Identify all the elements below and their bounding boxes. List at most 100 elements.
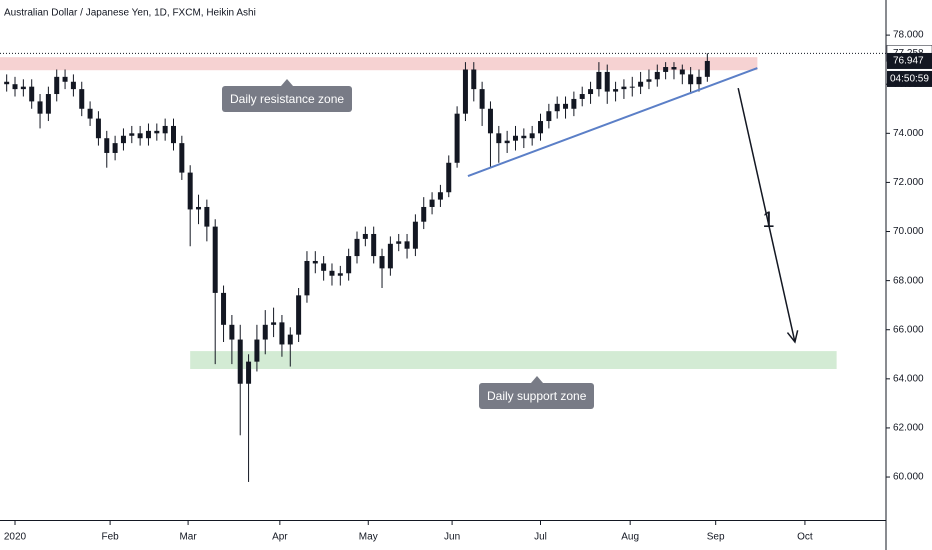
candle-body: [45, 94, 51, 114]
countdown-box: [887, 70, 932, 87]
candle-body: [296, 295, 302, 335]
candle-body: [95, 118, 101, 139]
candle-body: [212, 226, 218, 293]
candle-body: [654, 71, 660, 80]
candle-body: [621, 86, 627, 90]
candle-body: [337, 273, 343, 276]
candle-body: [346, 256, 352, 274]
candle-body: [271, 322, 277, 325]
arrow: [737, 87, 796, 343]
candle-body: [704, 60, 710, 77]
candle-body: [62, 76, 68, 82]
candle-body: [104, 138, 110, 153]
candle-body: [646, 79, 652, 82]
candle-body: [204, 206, 210, 227]
candles: [4, 53, 710, 482]
countdown-label: 04:50:59: [890, 74, 929, 85]
candle-body: [588, 89, 594, 95]
candle-body: [596, 71, 602, 90]
candle-body: [404, 241, 410, 249]
candle-body: [54, 76, 60, 95]
candle-body: [696, 76, 702, 85]
x-tick-label: Sep: [707, 532, 725, 543]
candle-body: [246, 361, 252, 384]
x-tick-label: Feb: [101, 532, 119, 543]
candle-body: [571, 98, 577, 109]
candle-body: [12, 84, 18, 90]
candle-body: [70, 81, 76, 90]
support-zone: [190, 351, 837, 370]
x-tick-label: Oct: [797, 532, 813, 543]
candle-body: [546, 111, 552, 122]
last-price-label: 76.947: [893, 56, 924, 67]
candle-body: [329, 270, 335, 276]
candle-body: [396, 241, 402, 244]
candle-body: [321, 263, 327, 271]
candle-body: [462, 69, 468, 114]
candle-body: [379, 256, 385, 269]
candle-body: [29, 86, 35, 102]
y-tick-label: 72.000: [893, 177, 924, 188]
candle-body: [362, 233, 368, 239]
candle-body: [663, 67, 669, 72]
x-tick-label: May: [359, 532, 378, 543]
candle-body: [304, 260, 310, 296]
candle-body: [387, 243, 393, 269]
candle-body: [170, 125, 176, 144]
candle-body: [563, 103, 569, 109]
candle-body: [262, 324, 268, 340]
candle-body: [79, 89, 85, 109]
candle-body: [279, 322, 285, 345]
y-tick-label: 74.000: [893, 128, 924, 139]
trendline: [467, 67, 758, 177]
candle-body: [554, 103, 560, 112]
candle-body: [512, 135, 518, 141]
resistance-zone: [0, 57, 758, 71]
y-tick-label: 60.000: [893, 472, 924, 483]
candle-body: [20, 86, 26, 90]
candle-body: [479, 89, 485, 109]
candle-body: [421, 206, 427, 222]
candle-body: [429, 199, 435, 207]
candle-body: [37, 101, 43, 114]
candle-body: [354, 238, 360, 257]
candle-body: [145, 130, 151, 139]
zones: [0, 57, 837, 370]
candle-body: [529, 133, 535, 139]
y-tick-label: 64.000: [893, 373, 924, 384]
y-tick-label: 68.000: [893, 275, 924, 286]
candle-body: [629, 86, 635, 88]
candle-body: [437, 192, 443, 200]
candle-body: [287, 334, 293, 345]
candle-body: [312, 260, 318, 264]
arrow-head: [786, 330, 799, 344]
candle-body: [671, 67, 677, 70]
candle-body: [579, 94, 585, 99]
support-label: Daily support zone: [479, 376, 595, 409]
y-tick-label: 62.000: [893, 423, 924, 434]
arrow-label: 1: [762, 207, 774, 232]
chart-title: Australian Dollar / Japanese Yen, 1D, FX…: [4, 8, 256, 19]
resistance-label: Daily resistance zone: [222, 79, 353, 112]
candle-body: [412, 221, 418, 249]
candle-body: [254, 339, 260, 362]
candle-body: [538, 121, 544, 134]
y-tick-label: 66.000: [893, 324, 924, 335]
candle-body: [221, 292, 227, 325]
candle-body: [454, 113, 460, 163]
candle-body: [129, 133, 135, 136]
candle-body: [496, 133, 502, 144]
candle-body: [229, 324, 235, 340]
candle-body: [688, 74, 694, 85]
candle-body: [371, 233, 377, 257]
x-tick-label: Jul: [534, 532, 547, 543]
candle-body: [679, 69, 685, 75]
candle-body: [137, 133, 143, 139]
candle-body: [154, 130, 160, 134]
candle-body: [471, 69, 477, 90]
candle-body: [604, 71, 610, 92]
overlay: 1: [0, 52, 886, 344]
